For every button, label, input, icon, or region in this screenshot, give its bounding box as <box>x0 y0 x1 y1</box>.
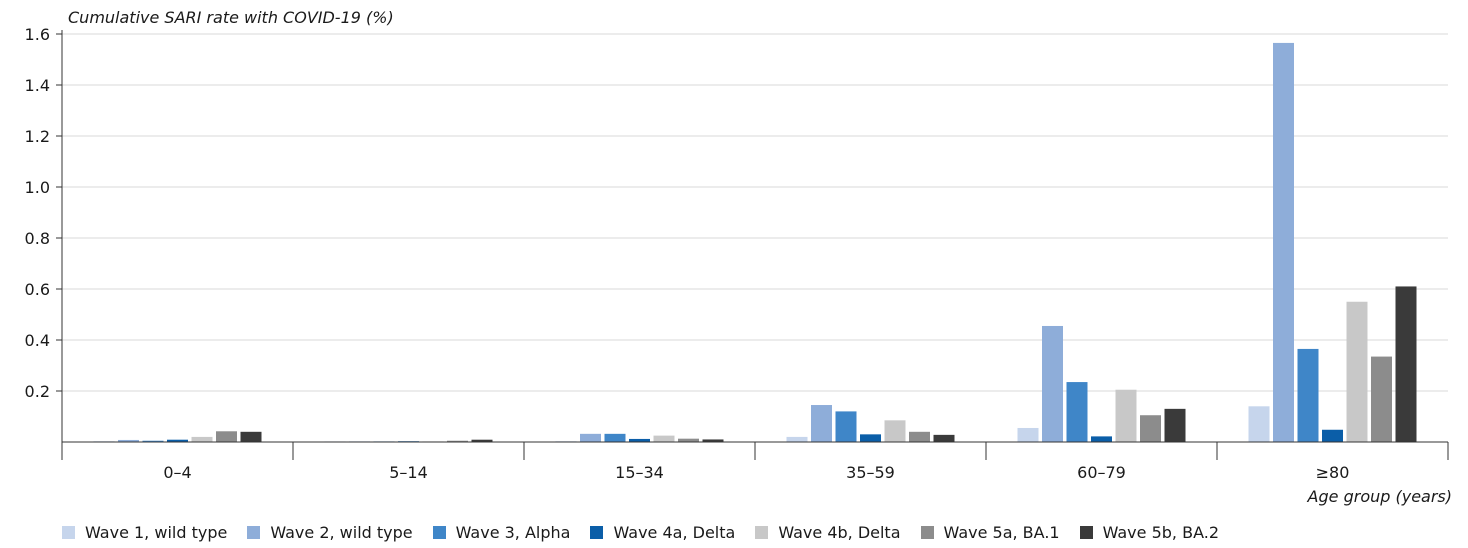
legend-label: Wave 1, wild type <box>85 523 228 542</box>
bar <box>216 431 237 442</box>
legend-swatch <box>590 526 604 539</box>
legend-label: Wave 3, Alpha <box>455 523 571 542</box>
legend-swatch <box>755 526 769 539</box>
legend-item: Wave 5a, BA.1 <box>920 523 1060 542</box>
bar <box>835 411 857 442</box>
x-tick-label: 0–4 <box>163 463 191 482</box>
legend-swatch <box>432 526 446 539</box>
y-tick-label: 0.8 <box>25 229 50 248</box>
legend-label: Wave 2, wild type <box>270 523 413 542</box>
legend-item: Wave 1, wild type <box>62 523 227 542</box>
bar <box>702 439 724 442</box>
legend-swatch <box>1079 526 1093 539</box>
x-tick-label: 60–79 <box>1077 463 1126 482</box>
bar <box>118 439 139 442</box>
bar <box>191 436 213 442</box>
legend-item: Wave 2, wild type <box>247 523 413 542</box>
bar <box>1273 42 1294 443</box>
bar <box>1322 429 1343 442</box>
bar <box>1017 427 1039 442</box>
bar <box>604 433 626 442</box>
bar <box>884 420 906 442</box>
x-axis-label: Age group (years) <box>1307 487 1452 506</box>
legend-swatch <box>247 526 261 539</box>
bar <box>142 440 164 442</box>
bar <box>678 438 699 442</box>
y-tick-label: 1.0 <box>25 178 50 197</box>
x-tick-label: 5–14 <box>389 463 428 482</box>
legend-item: Wave 3, Alpha <box>432 523 571 542</box>
bar <box>167 439 188 442</box>
gridlines <box>62 33 1448 392</box>
legend-item: Wave 4b, Delta <box>755 523 901 542</box>
legend-label: Wave 4a, Delta <box>613 523 736 542</box>
bar <box>1346 301 1368 442</box>
legend-item: Wave 5b, BA.2 <box>1079 523 1219 542</box>
bar <box>471 439 493 442</box>
bar <box>580 433 601 442</box>
bar <box>1297 348 1319 442</box>
bar <box>811 405 832 442</box>
x-tick-label: 35–59 <box>846 463 895 482</box>
x-tick-label: 15–34 <box>615 463 664 482</box>
legend-label: Wave 5a, BA.1 <box>943 523 1060 542</box>
bar <box>1042 325 1063 442</box>
y-tick-label: 1.6 <box>25 25 50 44</box>
bar <box>1115 389 1137 442</box>
bar <box>1248 406 1270 442</box>
bar <box>240 431 262 442</box>
bar <box>653 435 675 442</box>
bar <box>1164 408 1186 442</box>
y-axis-label: Cumulative SARI rate with COVID-19 (%) <box>68 8 394 27</box>
bar <box>860 434 881 442</box>
bar <box>447 440 468 442</box>
bar <box>786 436 808 442</box>
bars <box>93 42 1417 443</box>
x-tick-label: ≥80 <box>1316 463 1350 482</box>
axes: 0.2 0.4 0.6 0.8 1.0 1.2 1.4 1.6 0–4 5–14 15–34 35–5… <box>25 25 1449 482</box>
legend: Wave 1, wild type Wave 2, wild type Wave 3… <box>62 523 1239 542</box>
legend-item: Wave 4a, Delta <box>590 523 735 542</box>
legend-swatch <box>62 526 75 539</box>
legend-label: Wave 4b, Delta <box>778 523 901 542</box>
y-tick-label: 0.2 <box>25 382 50 401</box>
bar <box>909 431 930 442</box>
bar <box>1371 356 1392 442</box>
bar <box>1140 415 1161 442</box>
bar <box>933 434 955 442</box>
legend-label: Wave 5b, BA.2 <box>1102 523 1219 542</box>
bar <box>1066 382 1088 442</box>
bar <box>1091 436 1112 442</box>
y-tick-label: 1.4 <box>25 76 50 95</box>
bar <box>1395 286 1417 442</box>
y-tick-label: 1.2 <box>25 127 50 146</box>
bar <box>629 438 650 442</box>
y-tick-label: 0.6 <box>25 280 50 299</box>
legend-swatch <box>920 526 934 539</box>
y-tick-label: 0.4 <box>25 331 50 350</box>
